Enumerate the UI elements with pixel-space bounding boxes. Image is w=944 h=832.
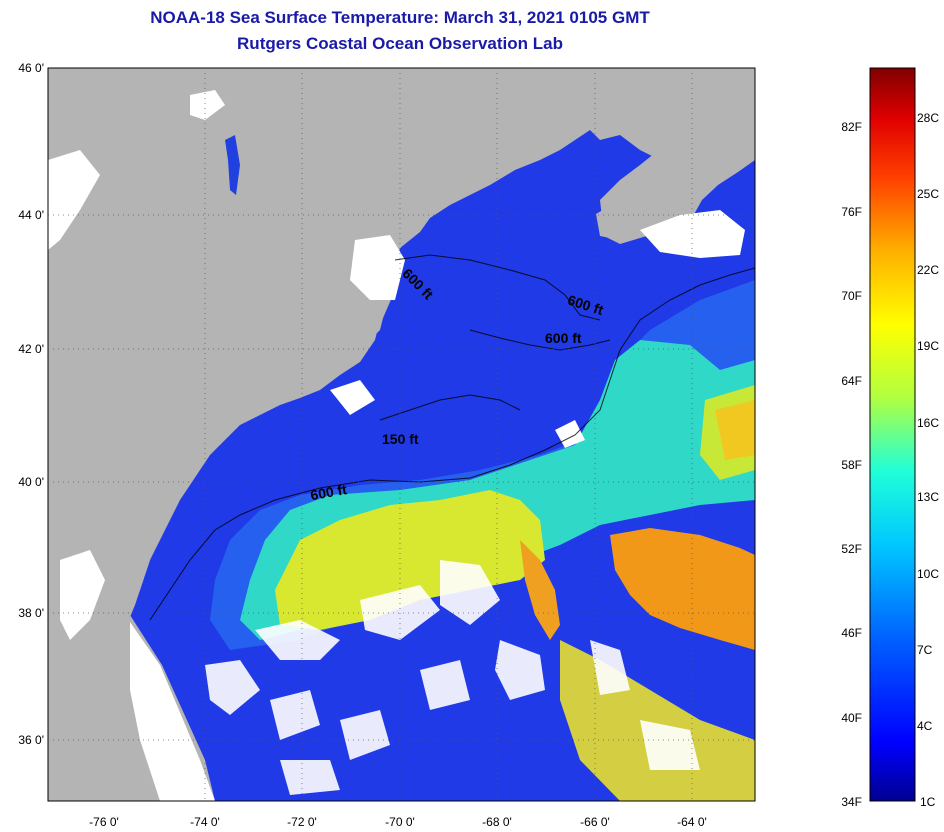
cloud-speckle-field <box>205 560 700 795</box>
cb-f-label: 52F <box>841 542 862 556</box>
lake-champlain <box>225 135 240 195</box>
cb-f-label: 64F <box>841 374 862 388</box>
lon-label: -64 0' <box>677 815 707 829</box>
contour-label-600ft-south: 600 ft <box>309 481 348 503</box>
warm-filament-south <box>520 540 560 640</box>
cb-f-label: 34F <box>841 795 862 809</box>
lat-label: 40 0' <box>18 475 44 489</box>
cb-c-label: 10C <box>917 567 939 581</box>
lon-label: -74 0' <box>190 815 220 829</box>
lat-label: 44 0' <box>18 208 44 222</box>
colorbar-celsius-labels: 28C 25C 22C 19C 16C 13C 10C 7C 4C 1C <box>917 111 939 809</box>
cb-f-label: 76F <box>841 205 862 219</box>
cb-c-label: 13C <box>917 490 939 504</box>
cb-c-label: 1C <box>920 795 936 809</box>
cb-c-label: 22C <box>917 263 939 277</box>
lon-label: -66 0' <box>580 815 610 829</box>
cb-c-label: 16C <box>917 416 939 430</box>
cb-f-label: 40F <box>841 711 862 725</box>
cb-f-label: 70F <box>841 289 862 303</box>
contour-label-600ft-mid: 600 ft <box>545 330 582 346</box>
gulf-stream-warm-core <box>610 528 755 650</box>
warm-ring-east <box>715 400 755 460</box>
map-frame <box>47 67 756 802</box>
cb-f-label: 46F <box>841 626 862 640</box>
lat-label: 42 0' <box>18 342 44 356</box>
cb-c-label: 25C <box>917 187 939 201</box>
graticule <box>48 68 755 801</box>
map-area <box>48 68 755 801</box>
cb-c-label: 28C <box>917 111 939 125</box>
longitude-labels: -76 0' -74 0' -72 0' -70 0' -68 0' -66 0… <box>89 815 707 829</box>
cb-c-label: 19C <box>917 339 939 353</box>
lat-label: 36 0' <box>18 733 44 747</box>
nova-scotia-land <box>600 110 755 244</box>
colorbar-gradient <box>869 67 916 802</box>
lon-label: -72 0' <box>287 815 317 829</box>
cape-cod-land <box>340 295 385 345</box>
lat-label: 46 0' <box>18 61 44 75</box>
mainland-land <box>48 68 755 730</box>
cb-c-label: 4C <box>917 719 933 733</box>
latitude-labels: 46 0' 44 0' 42 0' 40 0' 38 0' 36 0' <box>18 61 44 747</box>
lon-label: -68 0' <box>482 815 512 829</box>
colorbar-fahrenheit-labels: 82F 76F 70F 64F 58F 52F 46F 40F 34F <box>841 120 862 809</box>
map-subtitle: Rutgers Coastal Ocean Observation Lab <box>237 34 563 53</box>
map-title: NOAA-18 Sea Surface Temperature: March 3… <box>150 8 650 27</box>
cb-f-label: 82F <box>841 120 862 134</box>
cb-f-label: 58F <box>841 458 862 472</box>
cloud-patches <box>48 90 745 801</box>
lon-label: -70 0' <box>385 815 415 829</box>
ocean-warm-band <box>275 490 545 630</box>
lon-label: -76 0' <box>89 815 119 829</box>
colorbar: 82F 76F 70F 64F 58F 52F 46F 40F 34F 28C … <box>841 67 939 809</box>
cb-c-label: 7C <box>917 643 933 657</box>
bathymetry-contours <box>149 254 755 621</box>
lat-label: 38 0' <box>18 606 44 620</box>
